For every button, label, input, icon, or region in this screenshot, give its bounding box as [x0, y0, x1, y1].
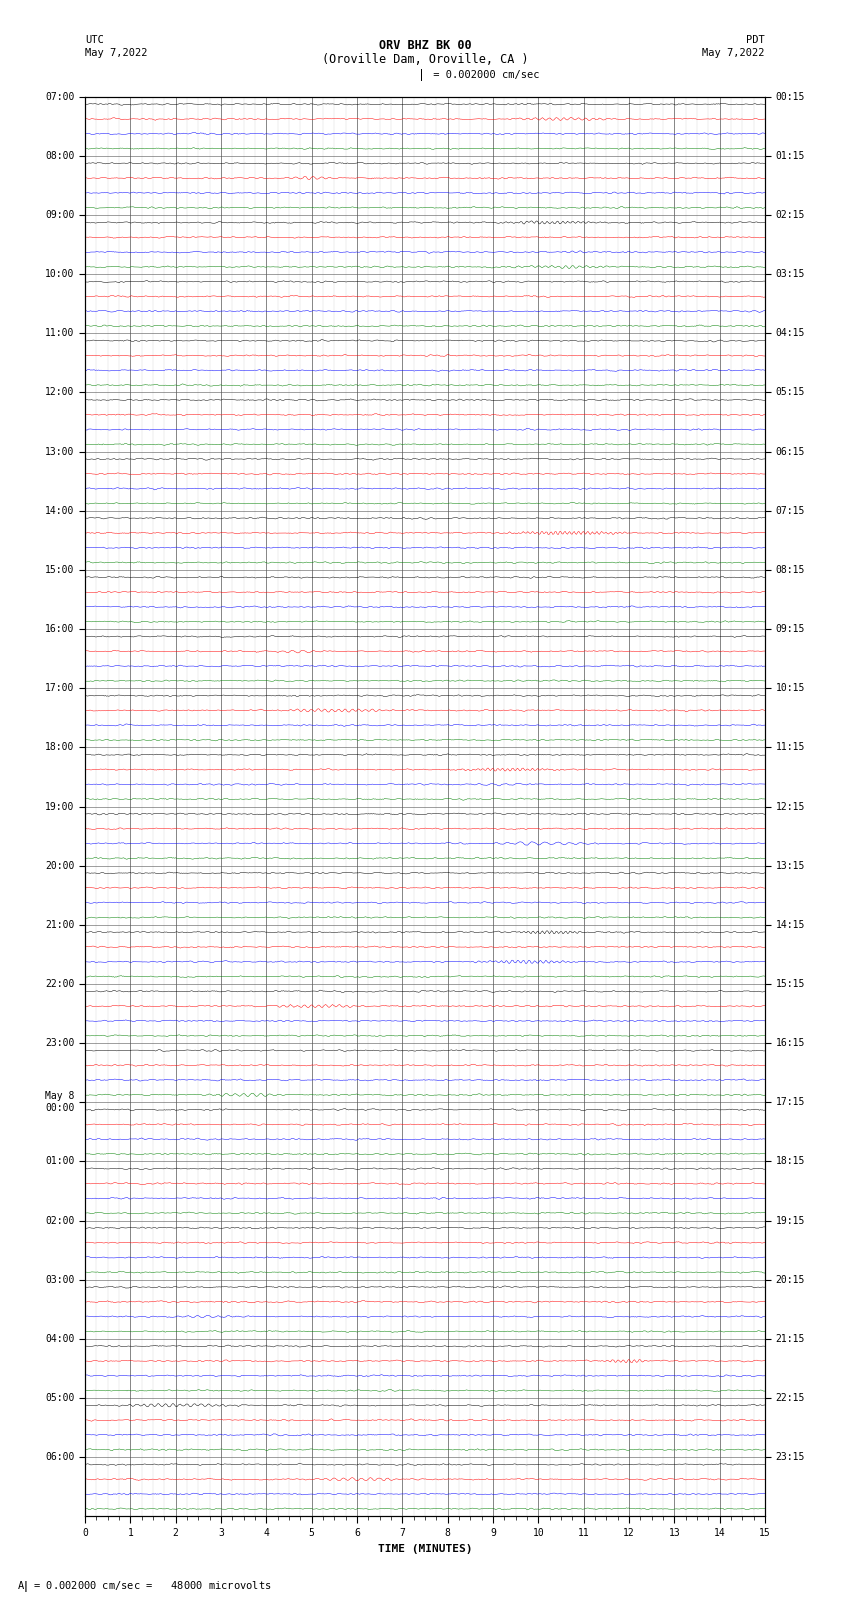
Text: ORV BHZ BK 00: ORV BHZ BK 00	[379, 39, 471, 52]
Text: May 7,2022: May 7,2022	[702, 48, 765, 58]
X-axis label: TIME (MINUTES): TIME (MINUTES)	[377, 1544, 473, 1553]
Text: = 0.002000 cm/sec: = 0.002000 cm/sec	[427, 69, 539, 81]
Text: UTC: UTC	[85, 35, 104, 45]
Text: May 7,2022: May 7,2022	[85, 48, 148, 58]
Text: PDT: PDT	[746, 35, 765, 45]
Text: (Oroville Dam, Oroville, CA ): (Oroville Dam, Oroville, CA )	[321, 53, 529, 66]
Text: A$\mathbf{|}$ = 0.002000 cm/sec =   48000 microvolts: A$\mathbf{|}$ = 0.002000 cm/sec = 48000 …	[17, 1579, 272, 1594]
